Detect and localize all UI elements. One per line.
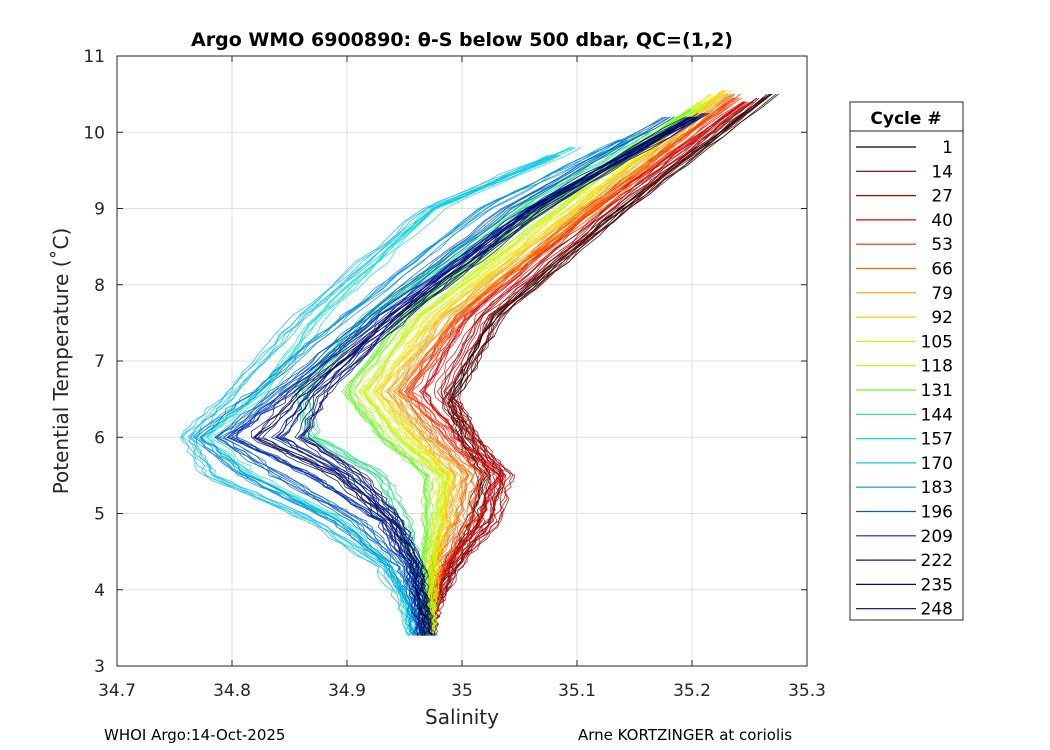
legend-entry-label: 170 — [921, 454, 953, 474]
series-line-27 — [429, 101, 754, 636]
series-line-248 — [250, 116, 686, 636]
series-line-118 — [358, 101, 707, 636]
series-line-92 — [388, 89, 732, 636]
legend-entry-label: 157 — [921, 430, 953, 450]
series-line-209 — [226, 116, 688, 636]
x-tick-label: 35.3 — [788, 681, 826, 701]
axis-ticks: 34.7 34.8 34.9 35 35.1 35.2 35.3 3 4 5 6 7 8 9 10 11 — [83, 47, 826, 701]
x-tick-label: 34.8 — [213, 681, 251, 701]
x-tick-label: 35.1 — [558, 681, 596, 701]
legend: Cycle # 1 14 27 40 53 66 79 92 105 118 131 144 157 17… — [849, 101, 964, 621]
legend-entry-label: 53 — [931, 235, 953, 255]
series-line-183 — [200, 139, 628, 636]
series-line-235 — [308, 112, 710, 636]
series-line-170 — [189, 154, 561, 636]
series-lines — [179, 89, 779, 636]
series-line-183 — [195, 139, 619, 636]
series-line-27 — [426, 101, 752, 636]
series-line-79 — [392, 93, 729, 636]
chart-title: Argo WMO 6900890: θ-S below 500 dbar, QC… — [191, 29, 733, 51]
series-line-170 — [179, 154, 551, 636]
series-line-66 — [399, 93, 736, 636]
series-line-170 — [181, 154, 549, 636]
legend-entries: 1 14 27 40 53 66 79 92 105 118 131 144 157 170 183 196 2… — [856, 138, 953, 620]
y-tick-label: 4 — [94, 581, 105, 601]
footer-right: Arne KORTZINGER at coriolis — [578, 726, 793, 744]
x-tick-label: 35 — [451, 681, 473, 701]
series-line-40 — [428, 101, 754, 636]
series-line-118 — [353, 101, 701, 636]
y-axis-label: Potential Temperature (˚C) — [49, 228, 73, 495]
series-line-105 — [374, 93, 722, 636]
series-line-235 — [300, 112, 707, 636]
legend-entry-label: 40 — [931, 211, 953, 231]
series-line-183 — [193, 139, 621, 636]
legend-entry-label: 66 — [931, 260, 953, 280]
legend-entry-label: 1 — [942, 138, 953, 158]
series-line-235 — [294, 112, 699, 636]
x-tick-label: 34.9 — [328, 681, 366, 701]
legend-entry-label: 144 — [921, 405, 953, 425]
y-tick-label: 10 — [83, 123, 105, 143]
series-line-53 — [410, 97, 743, 636]
y-tick-label: 7 — [94, 352, 105, 372]
series-line-222 — [276, 116, 691, 636]
series-line-1 — [426, 93, 772, 636]
legend-entry-label: 118 — [921, 357, 953, 377]
footer-left: WHOI Argo:14-Oct-2025 — [104, 726, 286, 744]
legend-entry-label: 92 — [931, 308, 953, 328]
legend-entry-label: 27 — [931, 187, 953, 207]
legend-entry-label: 248 — [921, 600, 953, 620]
legend-entry-label: 131 — [921, 381, 953, 401]
y-tick-label: 11 — [83, 47, 105, 67]
series-line-105 — [364, 93, 712, 636]
y-tick-label: 3 — [94, 657, 105, 677]
legend-entry-label: 209 — [921, 527, 953, 547]
series-line-222 — [270, 116, 689, 636]
y-tick-label: 6 — [94, 428, 105, 448]
series-line-79 — [393, 93, 727, 636]
series-line-79 — [390, 93, 726, 636]
legend-entry-label: 235 — [921, 575, 953, 595]
series-line-131 — [344, 109, 691, 636]
x-tick-label: 34.7 — [98, 681, 136, 701]
series-line-248 — [257, 116, 699, 636]
series-line-92 — [380, 89, 726, 636]
series-line-248 — [262, 116, 698, 636]
series-line-196 — [214, 116, 666, 636]
legend-entry-label: 79 — [931, 284, 953, 304]
series-line-92 — [375, 89, 724, 636]
legend-entry-label: 105 — [921, 332, 953, 352]
y-tick-label: 9 — [94, 200, 105, 220]
series-line-196 — [218, 116, 671, 636]
series-line-118 — [363, 101, 710, 636]
series-line-131 — [344, 109, 690, 636]
legend-box — [849, 101, 964, 621]
series-line-248 — [254, 116, 692, 636]
legend-entry-label: 196 — [921, 503, 953, 523]
series-line-170 — [188, 154, 557, 636]
series-line-183 — [196, 139, 622, 636]
y-tick-label: 5 — [94, 505, 105, 525]
legend-entry-label: 14 — [931, 162, 953, 182]
series-line-118 — [362, 101, 711, 636]
y-tick-label: 8 — [94, 276, 105, 296]
series-line-222 — [278, 116, 697, 636]
x-axis-label: Salinity — [425, 705, 499, 729]
series-line-196 — [213, 116, 664, 636]
legend-title: Cycle # — [870, 109, 941, 129]
legend-entry-label: 183 — [921, 478, 953, 498]
series-line-157 — [208, 147, 582, 636]
series-line-170 — [190, 154, 560, 636]
series-line-248 — [252, 116, 692, 636]
legend-entry-label: 222 — [921, 551, 953, 571]
series-line-183 — [192, 139, 620, 636]
series-line-131 — [341, 109, 691, 636]
x-tick-label: 35.2 — [673, 681, 711, 701]
